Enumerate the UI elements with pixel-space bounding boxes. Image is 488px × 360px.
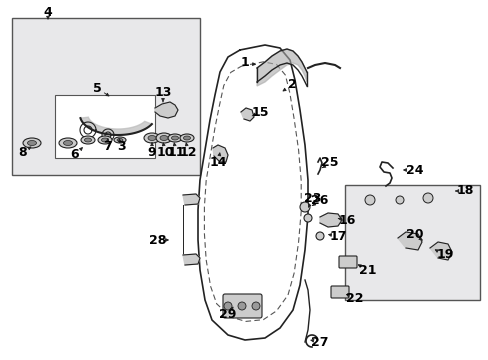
Ellipse shape [168,134,182,142]
Polygon shape [429,242,451,260]
Ellipse shape [59,138,77,148]
Ellipse shape [180,134,194,142]
Text: 11: 11 [167,145,184,158]
Text: 4: 4 [43,5,52,18]
Text: 7: 7 [102,140,111,153]
Text: 9: 9 [147,145,156,158]
Text: 12: 12 [179,145,196,158]
Ellipse shape [114,137,126,143]
Circle shape [364,195,374,205]
Circle shape [238,302,245,310]
Text: 18: 18 [455,184,473,198]
Text: 19: 19 [435,248,453,261]
Circle shape [251,302,260,310]
Ellipse shape [117,139,123,141]
Text: 5: 5 [92,81,101,94]
Text: 27: 27 [311,336,328,348]
Bar [345,185,479,300]
Polygon shape [155,102,178,118]
Ellipse shape [160,135,168,140]
Text: 14: 14 [209,157,226,170]
Circle shape [224,302,231,310]
Text: 10: 10 [156,145,173,158]
Ellipse shape [23,138,41,148]
Text: 26: 26 [311,194,328,207]
Polygon shape [183,254,200,265]
Polygon shape [257,49,306,86]
Polygon shape [213,145,227,162]
Polygon shape [241,108,253,121]
Text: 21: 21 [359,264,376,276]
Text: 28: 28 [149,234,166,247]
Polygon shape [397,232,421,250]
Ellipse shape [84,138,91,142]
Text: 29: 29 [219,309,236,321]
Polygon shape [183,194,200,205]
Ellipse shape [98,136,112,144]
Circle shape [422,193,432,203]
FancyBboxPatch shape [223,294,262,318]
Text: 8: 8 [19,145,27,158]
Text: 20: 20 [406,229,423,242]
Text: 2: 2 [287,78,296,91]
Text: 17: 17 [328,230,346,243]
Text: 16: 16 [338,213,355,226]
Text: 6: 6 [71,148,79,162]
Ellipse shape [102,138,108,142]
FancyBboxPatch shape [330,286,348,298]
Ellipse shape [171,136,178,140]
Circle shape [304,214,311,222]
Ellipse shape [156,133,172,143]
Text: 23: 23 [304,192,321,204]
Circle shape [315,232,324,240]
FancyBboxPatch shape [338,256,356,268]
Text: 24: 24 [406,163,423,176]
Circle shape [299,202,309,212]
Text: 25: 25 [321,157,338,170]
Text: 3: 3 [117,140,125,153]
Circle shape [395,196,403,204]
Polygon shape [81,117,152,135]
Text: 22: 22 [346,292,363,305]
Ellipse shape [183,136,190,140]
Bar [12,18,200,175]
Text: 15: 15 [251,105,268,118]
Polygon shape [319,213,341,227]
Ellipse shape [148,135,156,140]
Ellipse shape [81,136,95,144]
Ellipse shape [63,140,72,145]
Ellipse shape [143,133,160,143]
Text: 13: 13 [154,86,171,99]
Bar [55,95,155,158]
Ellipse shape [27,140,37,145]
Text: 1: 1 [240,57,249,69]
